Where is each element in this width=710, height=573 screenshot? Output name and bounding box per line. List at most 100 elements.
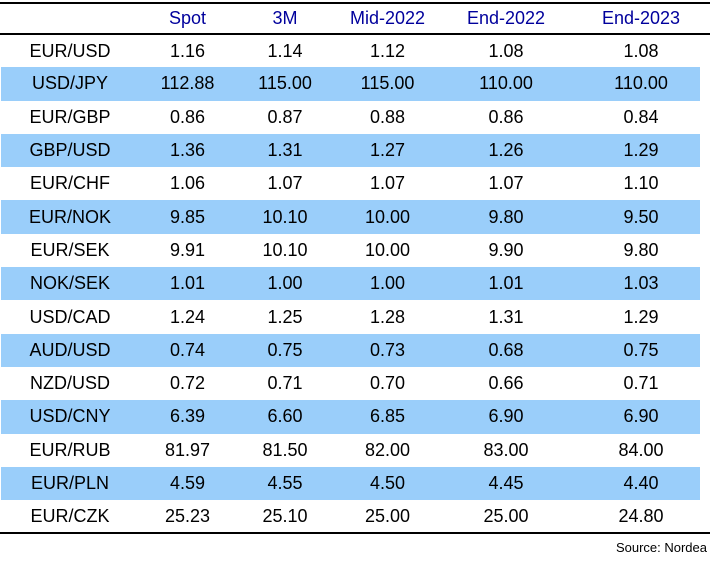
value-cell-end-2023: 0.84 (623, 106, 659, 127)
value-cell-mid-2022: 4.50 (335, 466, 440, 501)
value-cell-3m: 1.25 (267, 306, 303, 327)
pair-cell: EUR/CHF (30, 173, 110, 194)
pair-cell: EUR/CZK (30, 505, 110, 526)
value-cell-mid-2022: 1.00 (335, 267, 440, 301)
value-cell-end-2022: 1.26 (440, 133, 572, 168)
value-cell-end-2023: 1.08 (623, 40, 659, 61)
table-row: EUR/GBP 0.86 0.87 0.88 0.86 0.84 (0, 101, 710, 134)
table-row: USD/CNY 6.39 6.60 6.85 6.90 6.90 (0, 400, 710, 434)
value-cell-end-2023: 1.29 (572, 133, 710, 168)
value-cell-spot: 1.16 (169, 40, 206, 61)
value-cell-3m: 4.55 (235, 466, 335, 501)
pair-cell: EUR/NOK (0, 200, 140, 234)
value-cell-end-2022: 6.90 (440, 400, 572, 434)
value-cell-mid-2022: 1.12 (369, 40, 406, 61)
column-header-end-2022: End-2022 (440, 3, 572, 35)
value-cell-spot: 0.74 (140, 333, 235, 367)
fx-forecast-table: Spot 3M Mid-2022 End-2022 End-2023 EUR/U… (0, 2, 710, 535)
column-header-mid-2022: Mid-2022 (335, 3, 440, 35)
pair-cell: EUR/PLN (0, 466, 140, 501)
table-row: NOK/SEK 1.01 1.00 1.00 1.01 1.03 (0, 267, 710, 301)
value-cell-mid-2022: 0.73 (335, 333, 440, 367)
pair-cell: EUR/RUB (29, 439, 111, 460)
pair-cell: GBP/USD (0, 133, 140, 168)
value-cell-end-2023: 1.03 (572, 267, 710, 301)
table-row: USD/JPY 112.88 115.00 115.00 110.00 110.… (0, 67, 710, 101)
value-cell-mid-2022: 0.88 (369, 106, 406, 127)
pair-cell: AUD/USD (0, 333, 140, 367)
table-row: USD/CAD 1.24 1.25 1.28 1.31 1.29 (0, 300, 710, 333)
table-row: EUR/NOK 9.85 10.10 10.00 9.80 9.50 (0, 200, 710, 234)
table-row: GBP/USD 1.36 1.31 1.27 1.26 1.29 (0, 133, 710, 168)
value-cell-end-2022: 1.08 (488, 40, 524, 61)
value-cell-3m: 0.75 (235, 333, 335, 367)
value-cell-3m: 115.00 (235, 67, 335, 101)
value-cell-end-2023: 0.75 (572, 333, 710, 367)
value-cell-3m: 25.10 (262, 505, 308, 526)
column-header-end-2023: End-2023 (572, 3, 710, 35)
column-header-3m: 3M (235, 3, 335, 35)
value-cell-end-2023: 6.90 (572, 400, 710, 434)
value-cell-end-2022: 1.07 (488, 173, 524, 194)
value-cell-end-2023: 110.00 (572, 67, 710, 101)
value-cell-end-2023: 4.40 (572, 466, 710, 501)
value-cell-end-2023: 84.00 (618, 439, 664, 460)
value-cell-spot: 1.36 (140, 133, 235, 168)
value-cell-spot: 25.23 (164, 505, 211, 526)
value-cell-end-2023: 0.71 (623, 373, 659, 394)
value-cell-3m: 6.60 (235, 400, 335, 434)
table-row: EUR/CHF 1.06 1.07 1.07 1.07 1.10 (0, 167, 710, 200)
value-cell-end-2022: 9.90 (488, 239, 524, 260)
table-row: EUR/PLN 4.59 4.55 4.50 4.45 4.40 (0, 466, 710, 501)
value-cell-mid-2022: 1.07 (369, 173, 406, 194)
value-cell-3m: 81.50 (262, 439, 308, 460)
table-header: Spot 3M Mid-2022 End-2022 End-2023 (0, 3, 710, 35)
pair-cell: USD/CNY (0, 400, 140, 434)
value-cell-spot: 0.86 (169, 106, 206, 127)
value-cell-end-2023: 1.10 (623, 173, 659, 194)
value-cell-3m: 0.87 (267, 106, 303, 127)
value-cell-mid-2022: 82.00 (364, 439, 411, 460)
pair-cell: USD/CAD (29, 306, 111, 327)
column-header-pair (0, 3, 140, 35)
value-cell-spot: 1.24 (169, 306, 206, 327)
value-cell-3m: 0.71 (267, 373, 303, 394)
value-cell-spot: 1.01 (140, 267, 235, 301)
column-header-spot: Spot (140, 3, 235, 35)
table-row: EUR/RUB 81.97 81.50 82.00 83.00 84.00 (0, 434, 710, 467)
pair-cell: USD/JPY (0, 67, 140, 101)
table-row: AUD/USD 0.74 0.75 0.73 0.68 0.75 (0, 333, 710, 367)
value-cell-spot: 0.72 (169, 373, 206, 394)
value-cell-spot: 4.59 (140, 466, 235, 501)
value-cell-mid-2022: 0.70 (369, 373, 406, 394)
value-cell-spot: 81.97 (164, 439, 211, 460)
pair-cell: NZD/USD (30, 373, 110, 394)
value-cell-3m: 1.14 (267, 40, 303, 61)
value-cell-end-2023: 9.50 (572, 200, 710, 234)
table-body: EUR/USD 1.16 1.14 1.12 1.08 1.08 USD/JPY… (0, 34, 710, 533)
value-cell-end-2023: 1.29 (623, 306, 659, 327)
header-row: Spot 3M Mid-2022 End-2022 End-2023 (0, 3, 710, 35)
value-cell-mid-2022: 10.00 (364, 239, 411, 260)
value-cell-end-2023: 9.80 (623, 239, 659, 260)
value-cell-3m: 1.00 (235, 267, 335, 301)
value-cell-spot: 9.85 (140, 200, 235, 234)
value-cell-3m: 10.10 (262, 239, 308, 260)
pair-cell: EUR/GBP (29, 106, 111, 127)
value-cell-end-2022: 4.45 (440, 466, 572, 501)
value-cell-mid-2022: 10.00 (335, 200, 440, 234)
value-cell-end-2022: 1.31 (488, 306, 524, 327)
value-cell-spot: 112.88 (140, 67, 235, 101)
value-cell-mid-2022: 25.00 (364, 505, 411, 526)
pair-cell: NOK/SEK (0, 267, 140, 301)
value-cell-spot: 6.39 (140, 400, 235, 434)
value-cell-mid-2022: 1.27 (335, 133, 440, 168)
pair-cell: EUR/SEK (30, 239, 110, 260)
source-note: Source: Nordea (615, 540, 707, 556)
value-cell-mid-2022: 1.28 (369, 306, 406, 327)
table-row: EUR/SEK 9.91 10.10 10.00 9.90 9.80 (0, 234, 710, 267)
value-cell-end-2022: 25.00 (483, 505, 529, 526)
value-cell-spot: 1.06 (169, 173, 206, 194)
value-cell-end-2022: 110.00 (440, 67, 572, 101)
table-row: NZD/USD 0.72 0.71 0.70 0.66 0.71 (0, 367, 710, 400)
